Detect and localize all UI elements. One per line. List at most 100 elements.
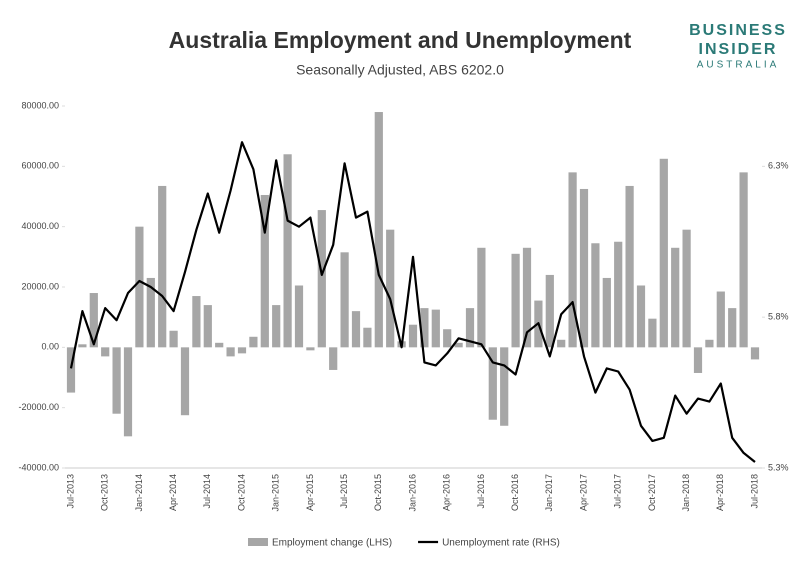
bar <box>408 324 418 348</box>
x-tick-label: Apr-2016 <box>442 474 452 511</box>
x-tick-label: Jul-2015 <box>339 474 349 509</box>
y2-tick-label: 5.3% <box>768 462 789 472</box>
bar <box>728 308 737 348</box>
bar <box>123 347 133 437</box>
bar <box>386 229 395 348</box>
y2-tick-label: 6.3% <box>768 161 789 171</box>
bar <box>329 347 338 370</box>
bar <box>272 305 281 348</box>
bar <box>431 309 440 348</box>
bar <box>66 347 76 393</box>
chart-subtitle: Seasonally Adjusted, ABS 6202.0 <box>296 62 504 78</box>
x-tick-label: Jan-2015 <box>271 474 281 512</box>
x-tick-label: Jul-2013 <box>65 474 75 509</box>
bar <box>317 210 326 348</box>
bar <box>716 291 725 348</box>
bar <box>351 311 361 348</box>
bar <box>180 347 190 416</box>
y-tick-label: 80000.00 <box>21 100 59 110</box>
x-tick-label: Apr-2018 <box>715 474 725 511</box>
bar <box>169 330 178 348</box>
y-tick-label: 40000.00 <box>21 221 59 231</box>
bar <box>591 243 600 348</box>
y-tick-label: 60000.00 <box>21 161 59 171</box>
bar <box>500 347 509 426</box>
y2-tick-label: 5.8% <box>768 312 789 322</box>
bar <box>112 347 121 414</box>
bar <box>283 154 292 348</box>
bar <box>682 229 691 348</box>
bar <box>454 342 463 348</box>
bar <box>705 339 714 348</box>
bar <box>237 347 247 354</box>
bar <box>614 241 623 348</box>
bar <box>636 285 646 348</box>
x-tick-label: Jan-2016 <box>407 474 417 512</box>
bar <box>226 347 235 357</box>
line <box>69 141 756 463</box>
logo-text: AUSTRALIA <box>697 60 780 71</box>
bar <box>420 308 429 348</box>
bar <box>625 185 634 348</box>
bar <box>511 253 520 348</box>
bar <box>557 339 566 348</box>
bar <box>158 185 167 348</box>
bar <box>477 247 486 348</box>
x-tick-label: Jul-2016 <box>476 474 486 509</box>
bar <box>249 336 258 348</box>
x-tick-label: Apr-2014 <box>168 474 178 511</box>
bar <box>750 347 760 360</box>
x-tick-label: Oct-2015 <box>373 474 383 511</box>
x-tick-label: Oct-2017 <box>647 474 657 511</box>
legend-label: Employment change (LHS) <box>272 538 392 549</box>
bar <box>203 305 212 348</box>
bar <box>739 172 748 348</box>
x-tick-label: Jan-2018 <box>681 474 691 512</box>
bar <box>693 347 703 373</box>
x-tick-label: Oct-2013 <box>100 474 110 511</box>
bar <box>568 172 577 348</box>
bar <box>260 194 269 348</box>
bar <box>374 112 383 348</box>
x-tick-label: Jul-2014 <box>202 474 212 509</box>
y-tick-label: 0.00 <box>41 342 59 352</box>
x-tick-label: Jan-2017 <box>544 474 554 512</box>
chart-title: Australia Employment and Unemployment <box>169 27 632 53</box>
bar <box>602 277 611 348</box>
bar <box>671 247 680 348</box>
bar <box>294 285 304 348</box>
bar <box>192 296 201 348</box>
logo-text: INSIDER <box>699 41 778 58</box>
bar <box>579 188 589 348</box>
bar <box>306 347 315 351</box>
y-tick-label: -40000.00 <box>18 462 59 472</box>
x-tick-label: Jul-2018 <box>749 474 759 509</box>
x-tick-label: Jul-2017 <box>613 474 623 509</box>
x-tick-label: Jan-2014 <box>134 474 144 512</box>
x-tick-label: Oct-2016 <box>510 474 520 511</box>
x-tick-label: Apr-2015 <box>305 474 315 511</box>
x-tick-label: Apr-2017 <box>578 474 588 511</box>
y-tick-label: 20000.00 <box>21 281 59 291</box>
bar <box>135 226 144 348</box>
bar <box>363 327 372 348</box>
x-tick-label: Oct-2014 <box>236 474 246 511</box>
bar <box>465 308 475 348</box>
bar <box>522 247 532 348</box>
legend-swatch <box>248 538 268 546</box>
bar <box>146 277 155 348</box>
bar <box>215 342 224 348</box>
legend-label: Unemployment rate (RHS) <box>442 538 560 549</box>
bar <box>340 252 349 348</box>
bar <box>78 344 87 348</box>
bar <box>443 329 452 348</box>
bar <box>659 158 668 348</box>
bar <box>648 318 657 348</box>
bar <box>545 274 554 348</box>
bar <box>101 347 110 357</box>
bar <box>89 293 98 348</box>
y-tick-label: -20000.00 <box>18 402 59 412</box>
bar <box>488 347 497 420</box>
logo-text: BUSINESS <box>689 22 787 39</box>
